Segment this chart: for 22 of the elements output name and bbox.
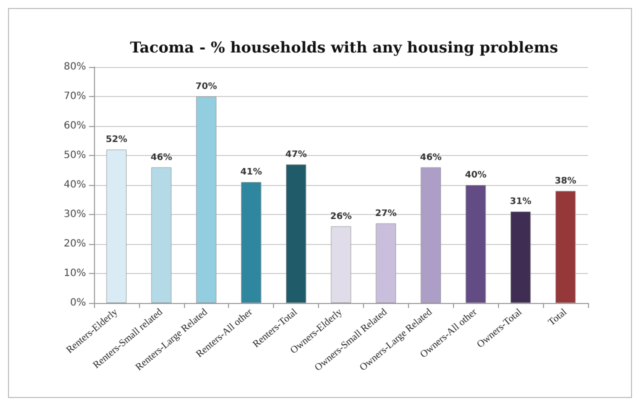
data-label: 46%	[420, 152, 442, 163]
data-label: 47%	[285, 150, 307, 160]
data-label: 38%	[554, 176, 576, 186]
chart-title: Tacoma - % households with any housing problems	[130, 38, 558, 56]
data-label: 26%	[330, 212, 352, 222]
y-tick-label: 10%	[64, 268, 86, 279]
y-tick-label: 80%	[64, 62, 86, 72]
data-label: 31%	[510, 197, 532, 208]
x-tick-label: Total	[546, 306, 570, 328]
data-label: 46%	[150, 152, 172, 163]
data-label: 70%	[196, 82, 218, 92]
y-tick-label: 70%	[64, 91, 86, 102]
y-tick-label: 60%	[64, 120, 86, 132]
data-label: 40%	[464, 170, 486, 180]
data-label: 27%	[375, 208, 397, 219]
data-label: 52%	[106, 135, 128, 146]
y-tick-label: 0%	[70, 298, 86, 308]
y-tick-label: 50%	[64, 150, 86, 161]
y-tick-label: 40%	[64, 180, 86, 190]
y-tick-label: 20%	[64, 238, 86, 250]
y-tick-label: 30%	[64, 209, 86, 220]
data-label: 41%	[240, 168, 262, 178]
